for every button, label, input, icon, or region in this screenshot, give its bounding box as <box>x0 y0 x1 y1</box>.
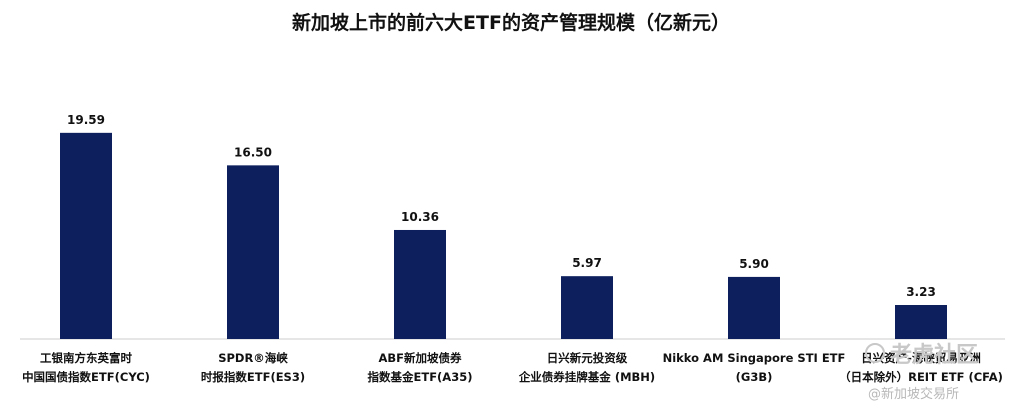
value-label-3: 10.36 <box>401 210 439 224</box>
category-label-4-line-1: 日兴新元投资级 <box>547 351 628 365</box>
bar-1 <box>60 132 112 339</box>
value-label-6: 3.23 <box>906 285 936 299</box>
chart-title: 新加坡上市的前六大ETF的资产管理规模（亿新元） <box>292 11 730 34</box>
category-label-1-line-2: 中国国债指数ETF(CYC) <box>22 370 150 384</box>
category-label-3-line-2: 指数基金ETF(A35) <box>368 370 473 384</box>
tiger-logo-icon <box>865 343 885 363</box>
category-label-3-line-1: ABF新加坡债券 <box>378 351 462 365</box>
value-label-4: 5.97 <box>572 256 602 270</box>
bar-6 <box>895 305 947 339</box>
bar-3 <box>394 229 446 339</box>
category-label-2-line-1: SPDR®海峡 <box>218 351 288 365</box>
category-label-6-line-1: 日兴资产-海峡贸易亚洲 <box>861 351 981 365</box>
bar-2 <box>227 165 279 339</box>
watermark-handle: @新加坡交易所 <box>868 386 959 402</box>
value-label-1: 19.59 <box>67 113 105 127</box>
category-label-4-line-2: 企业债券挂牌基金 (MBH) <box>518 370 655 384</box>
value-label-5: 5.90 <box>739 257 769 271</box>
watermark: 老虎社区 @新加坡交易所 <box>865 342 978 402</box>
value-label-2: 16.50 <box>234 145 272 159</box>
category-label-5-line-2: (G3B) <box>736 370 773 384</box>
category-label-1-line-1: 工银南方东英富时 <box>40 351 132 365</box>
category-label-6-line-2: （日本除外）REIT ETF (CFA) <box>839 370 1003 384</box>
bar-5 <box>728 276 780 339</box>
category-label-2-line-2: 时报指数ETF(ES3) <box>201 370 305 384</box>
bar-4 <box>561 276 613 339</box>
category-label-5-line-1: Nikko AM Singapore STI ETF <box>663 351 846 365</box>
watermark-brand: 老虎社区 <box>889 342 978 368</box>
